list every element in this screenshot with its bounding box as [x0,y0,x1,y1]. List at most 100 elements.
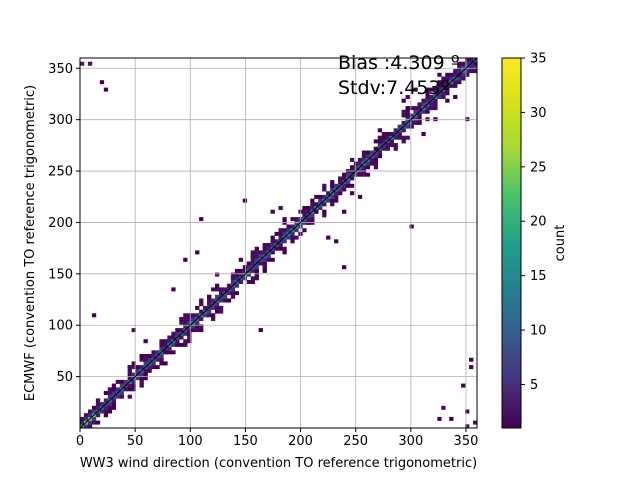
heatmap-cell [433,102,438,107]
heatmap-cell [262,250,267,255]
heatmap-cell [171,331,176,336]
heatmap-cell [175,339,180,344]
heatmap-cell [115,394,120,399]
heatmap-cell [87,61,93,66]
heatmap-cell [361,165,367,170]
y-axis-ticks: 50 100 150 200 250 300 350 [48,62,80,385]
heatmap-cell [242,265,248,270]
heatmap-cell [107,387,113,392]
heatmap-cell [95,402,101,407]
heatmap-cell [254,257,259,262]
heatmap-cell [199,302,204,307]
heatmap-cell [318,198,323,203]
heatmap-cell [111,405,117,410]
heatmap-cell [179,342,184,347]
x-tick-label: 350 [454,434,479,449]
heatmap-cell [453,95,458,99]
heatmap-cell [322,183,327,188]
heatmap-cell [405,106,410,111]
heatmap-cell [345,183,351,188]
heatmap-cell [349,183,355,188]
heatmap-cell [139,365,144,370]
heatmap-cell [282,239,287,244]
heatmap-cell [330,202,335,207]
heatmap-cell [95,398,101,403]
heatmap-cell [214,272,220,277]
heatmap-cell [222,294,228,299]
heatmap-cell [107,409,113,414]
heatmap-cell [163,361,168,366]
heatmap-cell [417,117,422,122]
heatmap-cell [393,143,398,148]
heatmap-cell [242,268,248,273]
heatmap-cell [437,95,442,99]
heatmap-cell [345,180,351,185]
heatmap-cell [465,424,470,429]
heatmap-cell [361,154,367,159]
heatmap-cell [310,217,315,222]
heatmap-cell [453,80,458,85]
heatmap-cell [159,357,164,362]
heatmap-cell [175,331,180,336]
heatmap-cell [207,313,212,318]
heatmap-cell [361,172,367,177]
heatmap-cell [274,246,279,251]
heatmap-cell [338,176,343,181]
heatmap-cell [306,206,311,210]
plot-frame [79,57,478,429]
heatmap-cell [242,276,248,281]
heatmap-cell [187,313,192,318]
heatmap-cell [465,58,470,62]
heatmap-cell [282,228,287,233]
heatmap-cell [258,328,263,333]
heatmap-cell [357,172,363,177]
heatmap-cell [183,324,188,329]
heatmap-cell [159,354,164,358]
colorbar-tick-label: 20 [530,215,547,230]
heatmap-cell [207,309,212,314]
heatmap-cell [377,135,383,140]
heatmap-cell [103,413,109,418]
heatmap-cell [83,413,89,418]
heatmap-cell [310,202,315,207]
heatmap-cell [199,317,204,321]
heatmap-cell [413,109,418,114]
heatmap-cell [306,209,311,214]
heatmap-cell [417,120,422,125]
heatmap-cell [437,80,442,85]
heatmap-cell [139,383,144,388]
x-axis-ticks: 0 50 100 150 200 250 300 350 [76,428,479,449]
heatmap-cell [226,283,232,288]
heatmap-cell [131,379,136,384]
y-tick-label: 300 [48,113,73,128]
heatmap-cell [465,61,470,66]
heatmap-cell [183,313,188,318]
heatmap-cell [91,409,97,414]
x-axis-label: WW3 wind direction (convention TO refere… [80,456,477,471]
heatmap-cell [207,302,212,307]
heatmap-cell [119,383,124,388]
heatmap-cell [441,91,446,96]
heatmap-cell [258,250,263,255]
heatmap-cell [151,350,156,355]
heatmap-cell [290,235,295,240]
heatmap-cell [278,231,283,236]
heatmap-cell [250,268,255,273]
heatmap-cell [234,268,240,273]
heatmap-cell [377,143,383,148]
heatmap-cell [310,198,315,203]
heatmap-cell [179,335,184,340]
heatmap-cell [457,76,462,81]
heatmap-cell [445,91,450,96]
heatmap-cell [131,328,136,333]
heatmap-cell [123,379,128,384]
heatmap-cell [199,324,204,329]
heatmap-cell [409,124,414,129]
heatmap-cell [199,328,204,333]
heatmap-cell [111,383,117,388]
heatmap-cell [187,320,192,325]
heatmap-cell [330,194,335,199]
heatmap-cell [262,246,267,251]
heatmap-cell [167,350,172,355]
heatmap-cell [195,324,200,329]
